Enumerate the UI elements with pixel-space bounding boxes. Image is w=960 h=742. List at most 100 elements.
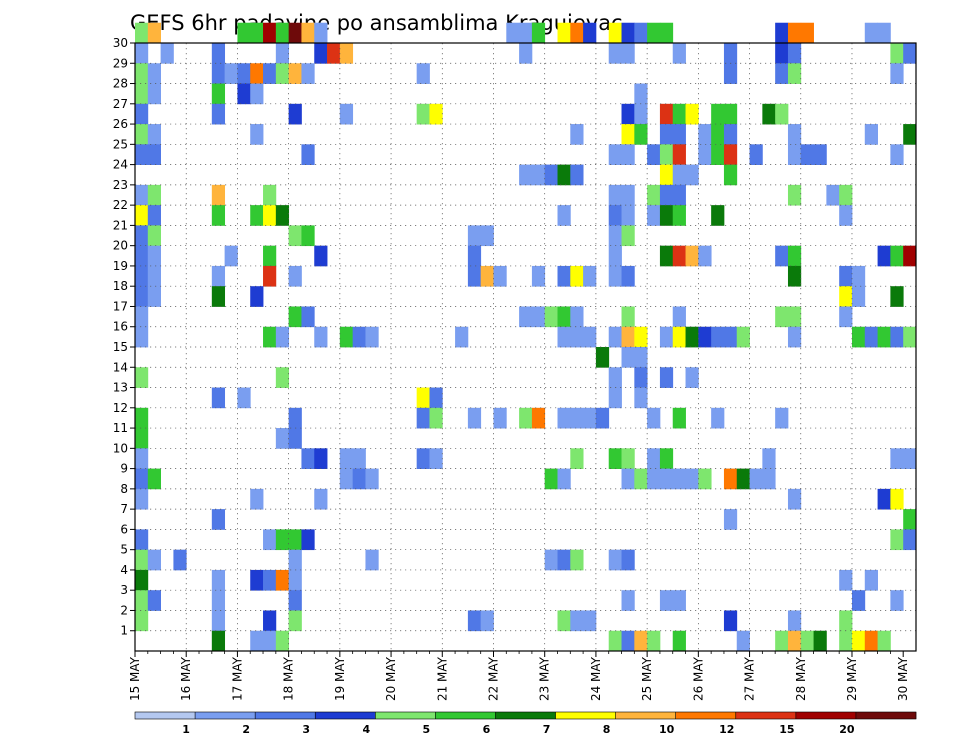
- heatmap-cell: [288, 590, 302, 611]
- heatmap-cell: [365, 468, 379, 490]
- heatmap-cell: [301, 225, 315, 247]
- heatmap-cell: [659, 468, 674, 490]
- heatmap-cell: [211, 630, 226, 652]
- heatmap-cell: [314, 43, 328, 64]
- heatmap-cell: [173, 549, 187, 571]
- heatmap-cell: [531, 265, 546, 287]
- heatmap-cell: [339, 43, 354, 64]
- x-tick-label: 17 MAY: [230, 656, 244, 701]
- heatmap-cell: [647, 184, 661, 206]
- heatmap-cell: [263, 63, 277, 84]
- heatmap-cell: [570, 164, 584, 186]
- heatmap-cell: [672, 124, 686, 145]
- heatmap-cell: [621, 205, 635, 226]
- x-tick-label: 29 MAY: [845, 656, 859, 701]
- heatmap-cell: [787, 245, 802, 267]
- heatmap-cell: [800, 630, 814, 652]
- heatmap-cell: [275, 569, 290, 591]
- heatmap-cell: [672, 245, 686, 267]
- heatmap-cell: [429, 103, 443, 125]
- heatmap-cell: [736, 468, 750, 490]
- heatmap-cell: [621, 468, 635, 490]
- heatmap-cell: [787, 144, 802, 165]
- heatmap-cell: [211, 387, 226, 409]
- heatmap-cell: [288, 63, 302, 84]
- heatmap-cell: [135, 468, 149, 490]
- heatmap-cell: [250, 83, 264, 105]
- heatmap-cell: [800, 144, 814, 165]
- heatmap-cell: [839, 286, 853, 307]
- heatmap-cell: [263, 610, 277, 632]
- heatmap-cell: [557, 549, 571, 571]
- x-tick-label: 15 MAY: [128, 656, 142, 701]
- heatmap-cell: [275, 326, 290, 348]
- heatmap-cell: [570, 22, 584, 44]
- heatmap-cell: [826, 184, 840, 206]
- heatmap-cell: [787, 306, 802, 328]
- x-tick-label: 20 MAY: [384, 656, 398, 701]
- heatmap-cell: [775, 630, 789, 652]
- heatmap-cell: [211, 265, 226, 287]
- heatmap-cell: [263, 265, 277, 287]
- heatmap-cell: [570, 407, 584, 429]
- heatmap-cell: [263, 22, 277, 44]
- heatmap-cell: [557, 265, 571, 287]
- y-tick-label: 28: [113, 77, 128, 91]
- heatmap-cell: [467, 265, 482, 287]
- heatmap-cell: [135, 144, 149, 165]
- heatmap-cell: [263, 326, 277, 348]
- heatmap-cell: [775, 103, 789, 125]
- heatmap-cell: [672, 326, 686, 348]
- heatmap-cell: [211, 590, 226, 611]
- heatmap-cell: [288, 103, 302, 125]
- legend-level-label: 5: [423, 723, 431, 736]
- heatmap-cell: [659, 103, 674, 125]
- y-tick-label: 15: [113, 340, 128, 354]
- heatmap-cell: [736, 326, 750, 348]
- heatmap-cell: [339, 326, 354, 348]
- heatmap-cell: [135, 549, 149, 571]
- heatmap-cells: [135, 22, 917, 652]
- heatmap-cell: [723, 468, 738, 490]
- x-tick-label: 25 MAY: [640, 656, 654, 701]
- heatmap-cell: [608, 387, 622, 409]
- heatmap-cell: [263, 184, 277, 206]
- heatmap-cell: [288, 265, 302, 287]
- heatmap-cell: [659, 164, 674, 186]
- heatmap-cell: [250, 569, 264, 591]
- heatmap-cell: [723, 103, 738, 125]
- heatmap-cell: [339, 448, 354, 469]
- heatmap-cell: [429, 448, 443, 469]
- heatmap-cell: [147, 590, 161, 611]
- heatmap-cell: [288, 407, 302, 429]
- heatmap-cell: [544, 468, 558, 490]
- x-tick-label: 16 MAY: [179, 656, 193, 701]
- y-tick-label: 16: [113, 320, 128, 334]
- heatmap-cell: [570, 610, 584, 632]
- heatmap-cell: [237, 22, 251, 44]
- heatmap-cell: [288, 306, 302, 328]
- heatmap-cell: [890, 245, 904, 267]
- y-tick-label: 30: [113, 36, 128, 50]
- heatmap-cell: [135, 124, 149, 145]
- heatmap-cell: [839, 610, 853, 632]
- heatmap-cell: [135, 103, 149, 125]
- heatmap-cell: [211, 83, 226, 105]
- heatmap-cell: [467, 407, 482, 429]
- heatmap-cell: [723, 509, 738, 530]
- y-tick-label: 12: [113, 401, 128, 415]
- y-tick-label: 7: [120, 502, 128, 516]
- heatmap-cell: [288, 225, 302, 247]
- x-tick-label: 24 MAY: [589, 656, 603, 701]
- heatmap-cell: [659, 590, 674, 611]
- heatmap-cell: [365, 326, 379, 348]
- y-tick-label: 1: [120, 624, 128, 638]
- heatmap-cell: [672, 144, 686, 165]
- heatmap-cell: [135, 610, 149, 632]
- heatmap-cell: [723, 144, 738, 165]
- heatmap-cell: [608, 22, 622, 44]
- heatmap-cell: [608, 630, 622, 652]
- legend-level-label: 6: [483, 723, 491, 736]
- heatmap-cell: [352, 468, 366, 490]
- heatmap-cell: [621, 43, 635, 64]
